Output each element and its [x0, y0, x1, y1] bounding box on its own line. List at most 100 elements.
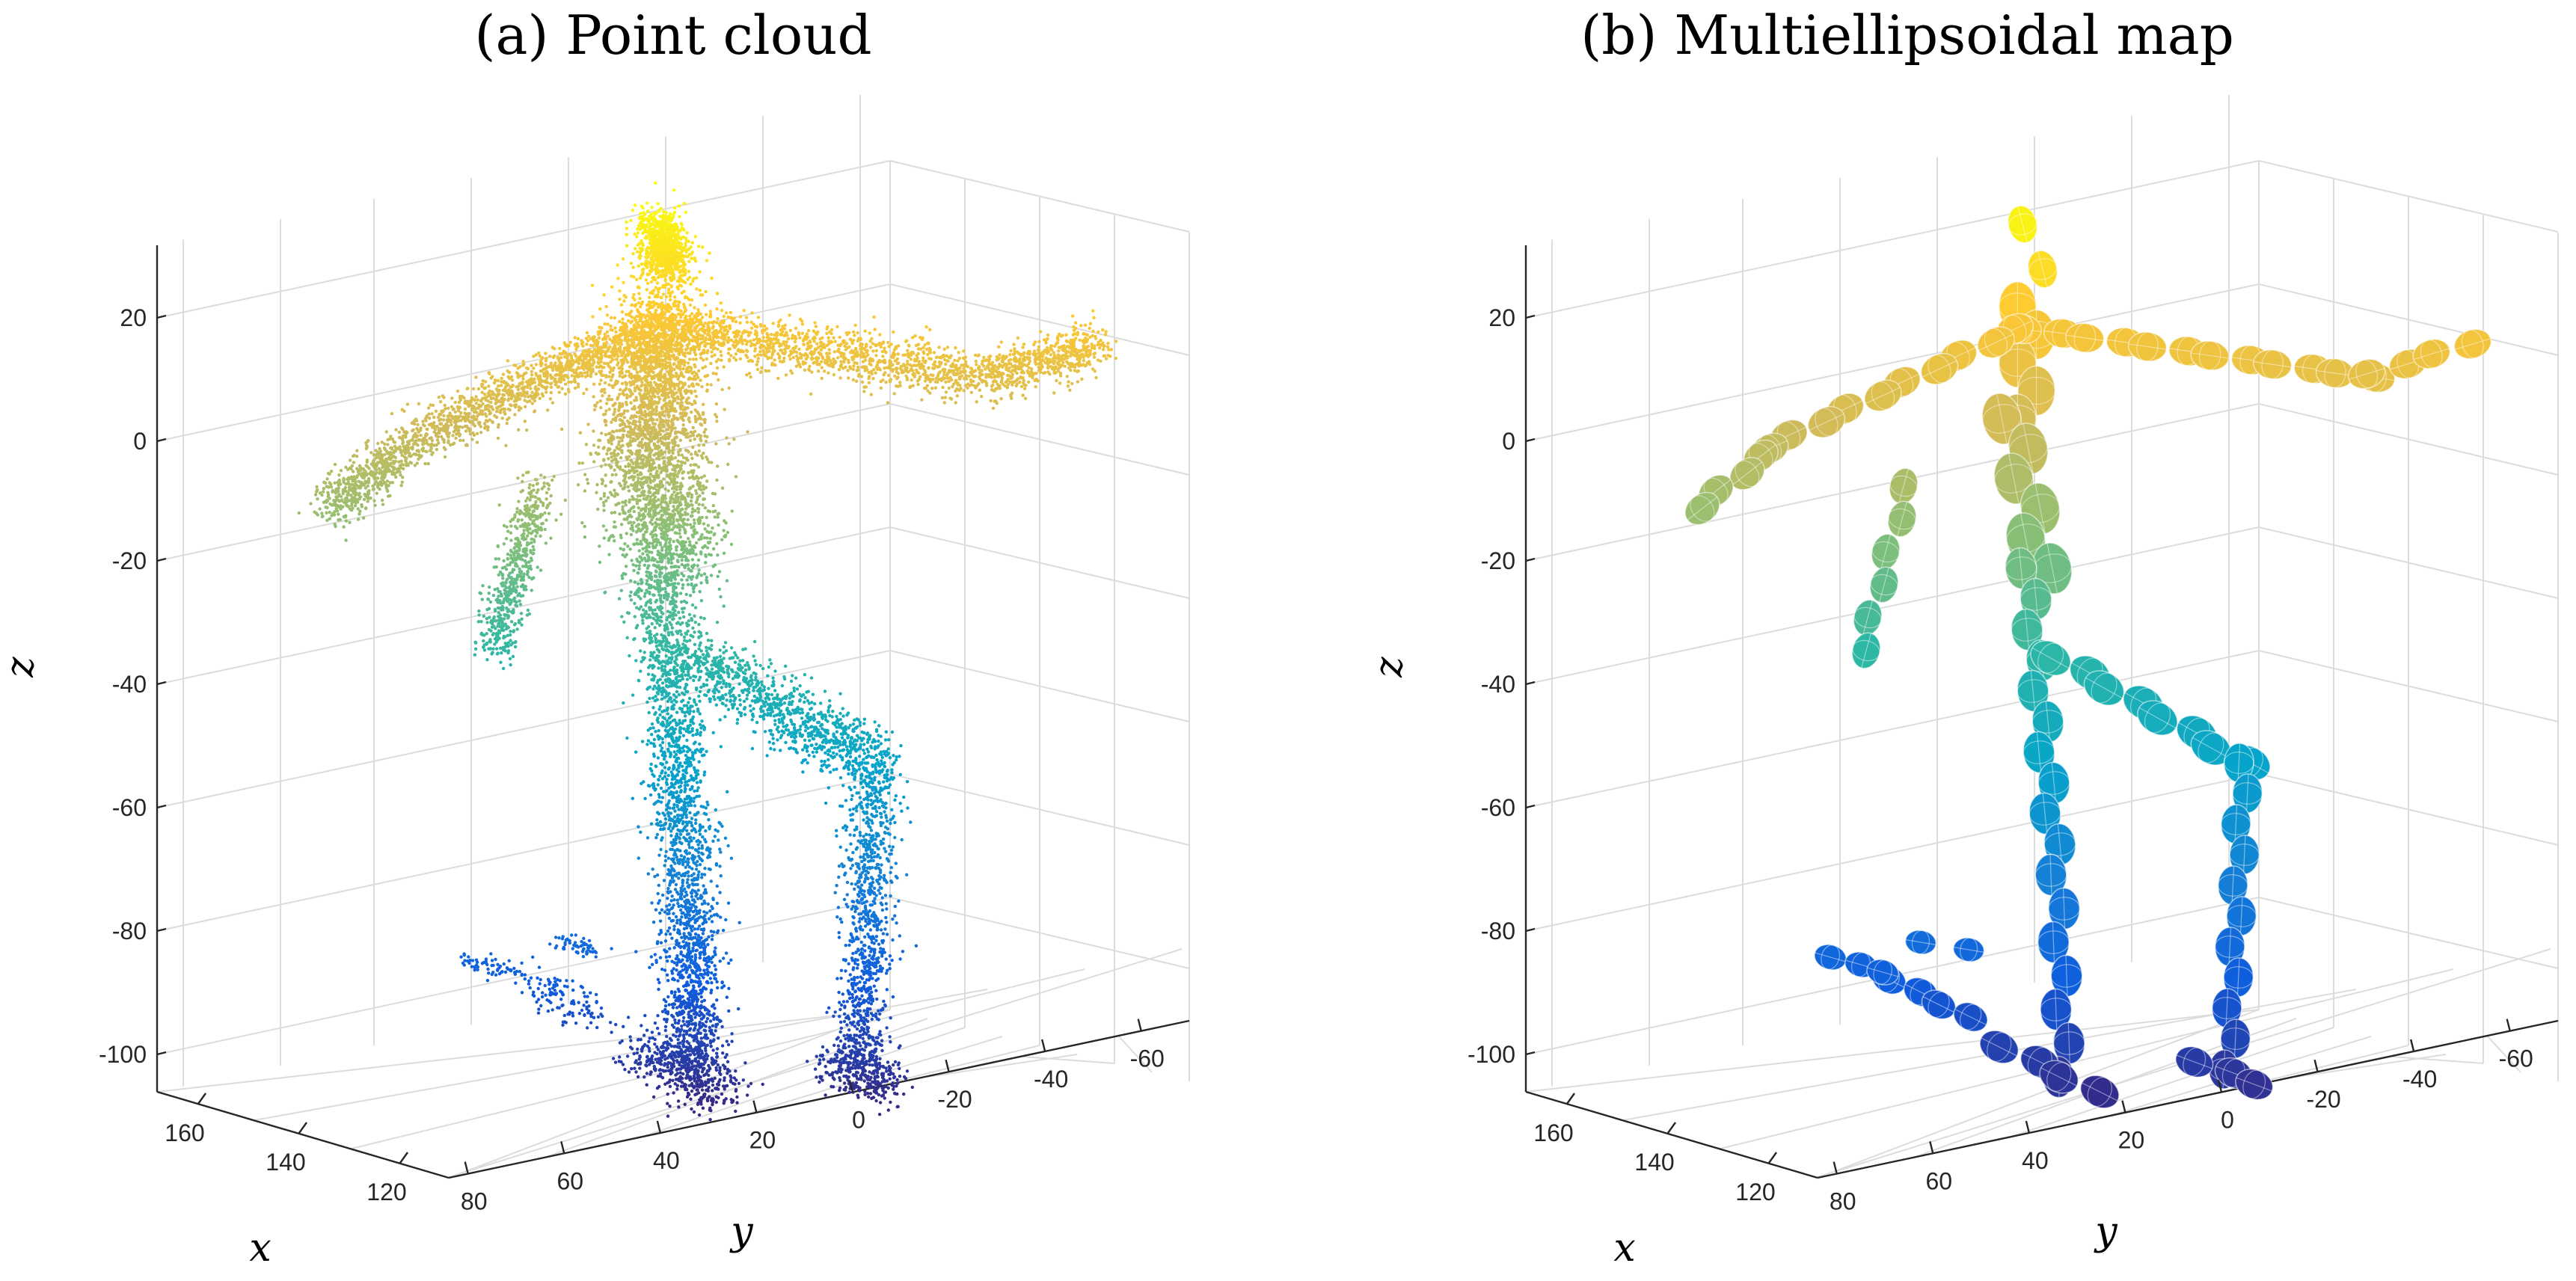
point [702, 522, 706, 526]
point [640, 412, 643, 416]
point [673, 295, 677, 299]
point [673, 531, 677, 535]
point [637, 444, 642, 448]
point [635, 462, 639, 467]
point [646, 381, 650, 385]
point [717, 570, 722, 574]
point [657, 247, 662, 251]
point [701, 245, 705, 249]
point [624, 470, 628, 475]
point [622, 571, 625, 576]
point [632, 520, 636, 524]
point [954, 345, 957, 350]
point [921, 345, 925, 350]
point [719, 595, 723, 599]
point [621, 402, 625, 406]
point [675, 518, 679, 522]
point [690, 558, 695, 562]
point [646, 281, 650, 286]
point [676, 459, 680, 463]
point [645, 288, 649, 292]
point [848, 365, 852, 369]
point [972, 369, 976, 374]
point [681, 375, 686, 378]
point [669, 275, 672, 280]
point [942, 401, 947, 405]
point [643, 262, 647, 266]
point [658, 215, 662, 218]
point [665, 534, 669, 538]
point [647, 414, 651, 417]
point [727, 442, 731, 446]
point [668, 528, 672, 532]
point [703, 331, 707, 335]
point [649, 238, 653, 242]
point [643, 387, 647, 390]
point [675, 356, 679, 360]
point [610, 398, 614, 402]
point [666, 489, 670, 493]
point [659, 269, 663, 274]
point [631, 265, 635, 269]
point [648, 224, 652, 228]
gridline [156, 897, 891, 1055]
point [916, 382, 920, 387]
point [694, 463, 698, 467]
point [687, 492, 690, 496]
point [666, 523, 669, 526]
point [643, 392, 646, 396]
point [635, 235, 639, 239]
point [694, 394, 699, 399]
point [659, 295, 663, 299]
point [643, 378, 648, 382]
point [872, 315, 876, 319]
point [786, 337, 791, 341]
point [690, 431, 695, 435]
point [635, 541, 639, 545]
point [607, 431, 611, 436]
point [669, 547, 673, 550]
point [700, 384, 704, 389]
point [730, 509, 734, 513]
point [629, 390, 633, 395]
point [800, 356, 803, 360]
point [687, 396, 690, 400]
point [583, 524, 586, 529]
point [672, 223, 676, 227]
point [658, 234, 662, 238]
point [678, 491, 683, 495]
point [618, 289, 622, 293]
point [634, 398, 639, 402]
point [679, 524, 683, 528]
point [758, 322, 763, 327]
point [699, 356, 703, 360]
point [607, 394, 611, 398]
point [675, 548, 678, 552]
point [636, 231, 640, 235]
point [663, 266, 668, 271]
point [797, 347, 801, 351]
point [679, 464, 684, 467]
point [696, 479, 700, 484]
point [713, 532, 717, 535]
point [803, 337, 807, 341]
point [602, 293, 606, 297]
point [660, 350, 664, 354]
point [703, 418, 707, 422]
point [595, 401, 599, 405]
point [931, 378, 935, 381]
point [690, 411, 693, 414]
point [729, 310, 733, 315]
point [726, 530, 730, 535]
point [625, 517, 629, 521]
point [641, 215, 645, 218]
point [705, 479, 709, 483]
point [668, 294, 672, 298]
point [687, 471, 690, 475]
point [678, 500, 682, 504]
point [723, 408, 726, 411]
point [696, 465, 701, 469]
point [709, 530, 713, 534]
point [755, 363, 758, 366]
point [634, 367, 638, 371]
